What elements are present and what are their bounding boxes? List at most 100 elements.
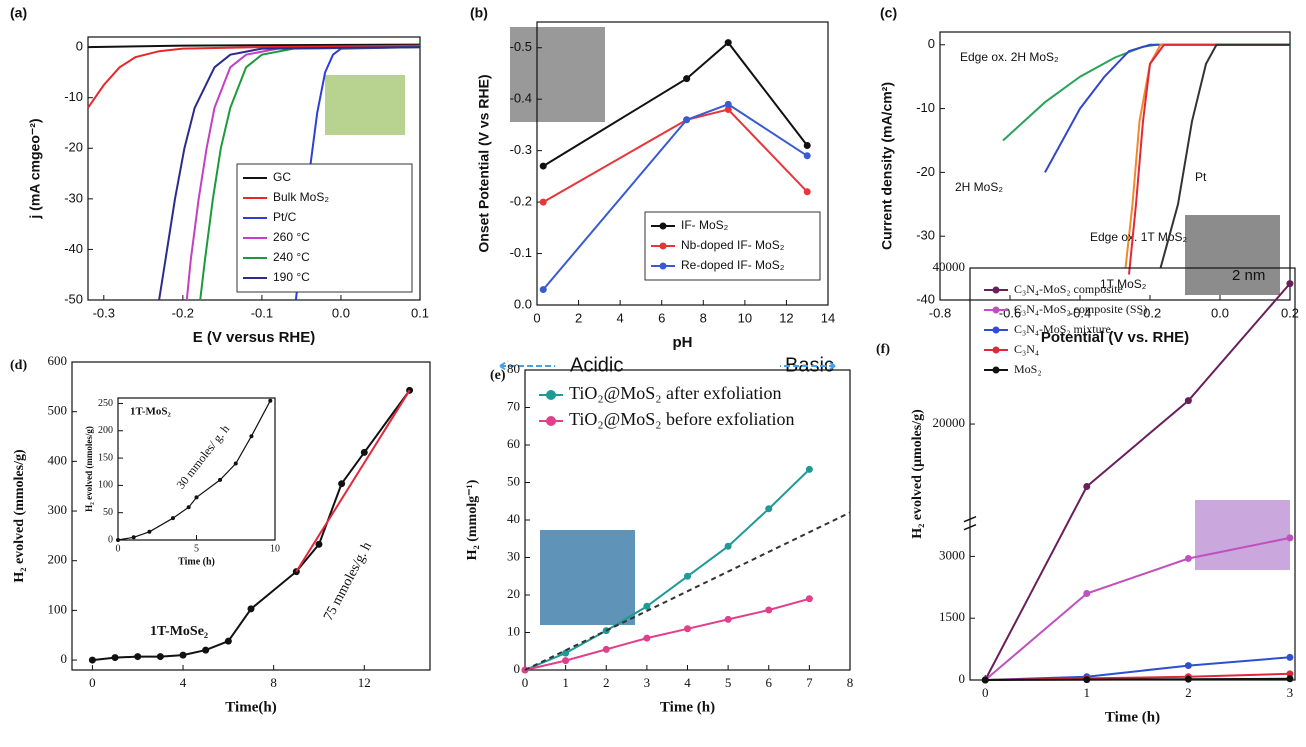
x-tick-label: 0.0 bbox=[332, 305, 350, 320]
x-tick-label: -0.4 bbox=[1069, 305, 1091, 320]
x-tick-label: 0.1 bbox=[411, 305, 429, 320]
data-point bbox=[224, 637, 232, 645]
inset-image bbox=[1195, 500, 1290, 570]
y-tick-label: -0.4 bbox=[510, 91, 532, 106]
series-label: 2H MoS₂ bbox=[955, 180, 1003, 194]
data-point bbox=[1286, 534, 1294, 542]
legend-label: GC bbox=[273, 170, 291, 184]
legend-marker bbox=[992, 326, 1000, 334]
y-tick-label: 150 bbox=[98, 452, 113, 463]
series-line bbox=[984, 536, 1291, 681]
y-tick-label: -0.5 bbox=[510, 39, 532, 54]
legend-marker bbox=[546, 416, 556, 426]
y-tick-label: 0 bbox=[76, 39, 83, 54]
x-tick-label: 6 bbox=[658, 310, 665, 325]
legend-marker bbox=[992, 286, 1000, 294]
x-axis-label: Time (h) bbox=[660, 699, 715, 715]
y-axis-label: H₂ (mmolg⁻¹) bbox=[465, 479, 480, 560]
plot-frame bbox=[536, 21, 829, 306]
y-tick-label: 0 bbox=[61, 651, 68, 666]
data-point bbox=[724, 39, 732, 47]
panel-label: (a) bbox=[10, 5, 27, 21]
data-point bbox=[539, 286, 547, 294]
legend-marker bbox=[659, 262, 667, 270]
y-tick-label: -40 bbox=[64, 241, 83, 256]
x-tick-label: 0.2 bbox=[1281, 305, 1299, 320]
panel-label: (d) bbox=[10, 358, 27, 373]
x-axis-label: pH bbox=[673, 334, 693, 351]
y-tick-label: 80 bbox=[507, 361, 520, 376]
data-point bbox=[116, 538, 120, 542]
data-point bbox=[218, 477, 223, 482]
x-tick-label: 1 bbox=[1084, 685, 1091, 700]
data-point bbox=[1286, 670, 1294, 678]
data-point bbox=[539, 162, 547, 170]
data-point bbox=[88, 656, 96, 664]
y-tick-label: -0.3 bbox=[510, 142, 532, 157]
y-tick-label: -50 bbox=[64, 291, 83, 306]
data-point bbox=[1083, 482, 1091, 490]
x-tick-label: 10 bbox=[738, 310, 752, 325]
legend-label: C₃N₄-MoS₂ composite (SS) bbox=[1014, 302, 1147, 316]
data-point bbox=[360, 448, 368, 456]
series-line bbox=[92, 389, 411, 662]
y-axis-label: H₂ evolved (μmoles/g) bbox=[910, 409, 925, 539]
data-point bbox=[134, 653, 142, 661]
x-tick-label: 12 bbox=[779, 310, 793, 325]
legend-box bbox=[236, 163, 413, 293]
x-tick-label: 0.0 bbox=[1211, 305, 1229, 320]
x-tick-label: 14 bbox=[821, 310, 835, 325]
x-axis-label: Time (h) bbox=[178, 556, 215, 567]
series-line bbox=[542, 41, 808, 167]
y-tick-label: -10 bbox=[916, 100, 935, 115]
series-label: Edge ox. 1T MoS₂ bbox=[1090, 230, 1187, 244]
x-tick-label: 1 bbox=[562, 675, 569, 690]
data-point bbox=[1184, 554, 1192, 562]
y-tick-label: 50 bbox=[507, 473, 520, 488]
y-tick-label: 0.0 bbox=[514, 296, 532, 311]
data-point bbox=[1083, 589, 1091, 597]
series-line bbox=[985, 677, 1290, 681]
series-line bbox=[199, 46, 421, 301]
panel-label: (c) bbox=[880, 5, 897, 21]
data-point bbox=[683, 116, 691, 124]
inset-image bbox=[1185, 215, 1280, 295]
data-point bbox=[1083, 676, 1091, 684]
inset-image bbox=[540, 530, 635, 625]
y-tick-label: 250 bbox=[98, 398, 113, 409]
x-tick-label: 2 bbox=[603, 675, 610, 690]
x-tick-label: 0 bbox=[522, 675, 529, 690]
legend-label: 260 °C bbox=[273, 230, 310, 244]
x-tick-label: 8 bbox=[700, 310, 707, 325]
data-point bbox=[803, 141, 811, 149]
data-point bbox=[131, 535, 136, 540]
x-tick-label: -0.2 bbox=[1139, 305, 1161, 320]
x-axis-label: Time(h) bbox=[225, 699, 276, 715]
x-tick-label: 2 bbox=[1185, 685, 1192, 700]
x-tick-label: 0 bbox=[89, 675, 96, 690]
y-tick-label: 400 bbox=[48, 452, 68, 467]
x-tick-label: 3 bbox=[644, 675, 651, 690]
series-line bbox=[524, 468, 811, 671]
series-line bbox=[542, 103, 808, 291]
panel: (f) 0 1 2 3 0 1500 3000 20000 40000 Time (h) H₂ evo… bbox=[876, 259, 1296, 725]
legend-marker bbox=[992, 366, 1000, 374]
series-line bbox=[524, 597, 810, 671]
y-tick-label: 60 bbox=[507, 436, 520, 451]
data-point bbox=[156, 653, 164, 661]
x-axis-label: Time (h) bbox=[1105, 709, 1160, 725]
series-label: 1T MoS₂ bbox=[1100, 277, 1147, 291]
y-tick-label: 0 bbox=[959, 671, 966, 686]
legend-label: Re-doped IF- MoS₂ bbox=[681, 258, 785, 272]
x-tick-label: 2 bbox=[575, 310, 582, 325]
data-point bbox=[724, 615, 732, 623]
panel: (c)-0.8 -0.6 -0.4 -0.2 0.0 0.20-10-20-30-40Po… bbox=[879, 5, 1299, 346]
legend-label: Pt/C bbox=[273, 210, 297, 224]
annotation: 75 mmoles/g. h bbox=[321, 540, 375, 624]
data-point bbox=[268, 398, 273, 403]
x-tick-label: 4 bbox=[684, 675, 691, 690]
series-line bbox=[117, 400, 271, 541]
legend-marker bbox=[546, 390, 556, 400]
x-tick-label: 0 bbox=[116, 543, 121, 554]
